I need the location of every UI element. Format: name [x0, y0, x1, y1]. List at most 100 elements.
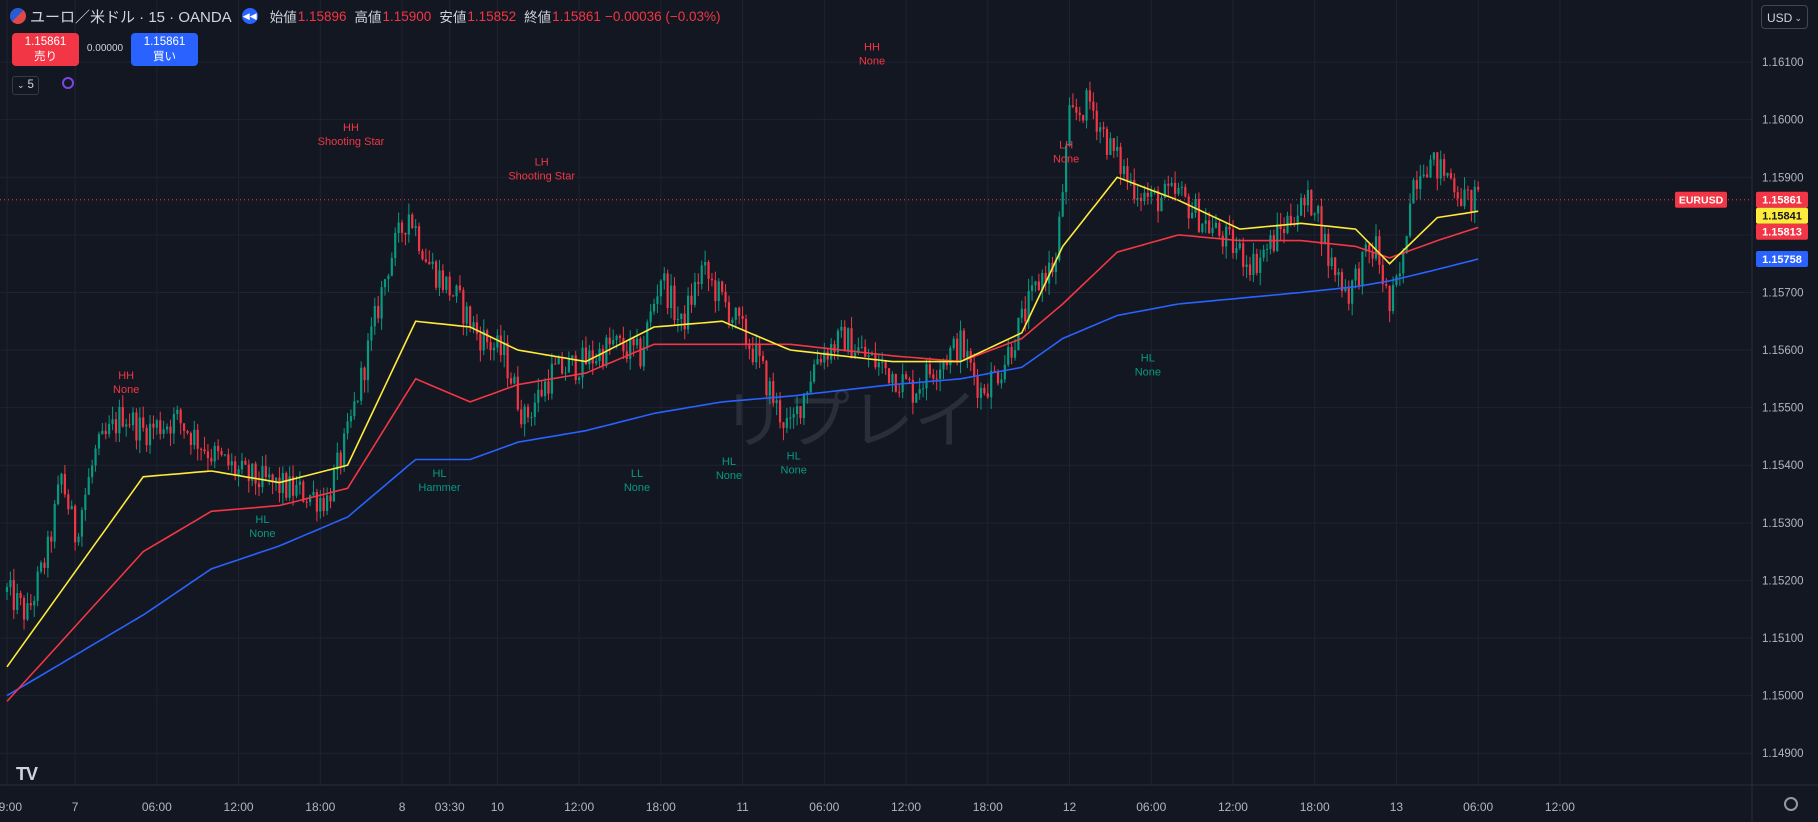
candle-body — [1225, 226, 1228, 247]
candle-body — [652, 303, 656, 312]
candle-body — [1228, 226, 1231, 230]
candle-body — [904, 374, 908, 379]
candle-body — [939, 369, 942, 379]
price-label-value: 1.15841 — [1762, 211, 1802, 223]
low-value: 1.15852 — [467, 8, 517, 24]
candle-body — [295, 484, 298, 496]
candle-body — [1262, 249, 1265, 258]
time-tick-label: 12:00 — [564, 800, 594, 814]
candle-body — [356, 400, 359, 402]
candle-body — [1385, 284, 1388, 286]
candle-body — [1368, 244, 1371, 252]
candle-body — [400, 222, 404, 233]
candle-body — [707, 261, 710, 279]
candle-body — [111, 419, 114, 424]
swing-label-type: HH — [864, 42, 880, 54]
gear-icon[interactable] — [1784, 797, 1798, 811]
time-tick-label: 18:00 — [1300, 800, 1330, 814]
candle-body — [547, 381, 550, 394]
candle-body — [986, 393, 989, 398]
candle-body — [704, 261, 707, 266]
candle-body — [1357, 268, 1361, 287]
candle-body — [1047, 262, 1051, 284]
candle-body — [77, 536, 80, 543]
candle-body — [1347, 287, 1350, 304]
candle-body — [458, 285, 462, 291]
candle-body — [326, 495, 329, 512]
candle-body — [125, 424, 128, 427]
candle-body — [649, 311, 652, 323]
candle-body — [578, 377, 581, 381]
candle-body — [46, 536, 49, 568]
candle-body — [84, 494, 87, 511]
currency-select[interactable]: USD ⌄ — [1761, 5, 1808, 29]
candle-body — [646, 322, 649, 348]
candle-body — [516, 376, 519, 410]
candle-body — [448, 276, 451, 296]
time-tick-label: 03:30 — [435, 800, 465, 814]
candle-body — [911, 380, 914, 403]
candle-body — [1037, 281, 1040, 291]
open-label: 始値 — [269, 10, 297, 25]
candle-body — [1402, 253, 1405, 274]
candle-body — [1177, 187, 1180, 194]
candle-body — [492, 347, 496, 351]
candle-body — [1191, 212, 1194, 219]
candle-body — [1044, 272, 1047, 284]
candle-body — [533, 402, 536, 417]
candle-body — [976, 376, 979, 398]
candle-body — [247, 464, 250, 481]
candle-body — [1388, 285, 1391, 312]
candle-body — [1218, 222, 1221, 236]
candle-body — [996, 371, 1000, 384]
candle-body — [795, 406, 799, 415]
sell-button[interactable]: 1.15861 売り — [12, 33, 79, 66]
candle-body — [101, 430, 104, 435]
candle-body — [724, 291, 727, 303]
tradingview-logo[interactable]: TV — [16, 764, 38, 784]
candle-body — [966, 350, 969, 358]
candle-body — [1398, 273, 1401, 277]
candle-body — [411, 214, 414, 228]
candle-body — [639, 338, 642, 367]
candle-body — [176, 409, 179, 414]
candle-body — [237, 469, 240, 475]
candle-body — [80, 510, 84, 537]
candle-body — [881, 361, 884, 363]
candle-body — [857, 347, 860, 353]
candle-body — [53, 504, 56, 542]
candle-body — [142, 417, 145, 428]
candle-body — [486, 330, 489, 343]
price-tick-label: 1.16100 — [1762, 57, 1804, 69]
candle-body — [182, 423, 186, 431]
indicators-toggle[interactable]: ⌄ 5 — [12, 76, 39, 95]
candle-body — [669, 285, 673, 308]
candle-body — [499, 335, 502, 356]
buy-button[interactable]: 1.15861 買い — [131, 33, 198, 66]
candle-body — [452, 295, 455, 297]
chevron-down-icon: ⌄ — [1794, 13, 1802, 23]
candle-body — [1146, 192, 1149, 197]
candle-body — [1255, 253, 1258, 273]
swing-label-pattern: None — [781, 464, 807, 476]
candle-body — [1310, 189, 1313, 216]
candle-body — [1429, 159, 1432, 178]
candle-body — [1364, 244, 1367, 252]
candle-body — [1405, 236, 1408, 254]
candle-body — [50, 536, 53, 542]
candle-body — [1126, 166, 1129, 181]
candle-body — [973, 362, 976, 377]
replay-icon[interactable]: ◀◀ — [241, 8, 258, 24]
candle-body — [305, 501, 308, 503]
candle-body — [1088, 90, 1092, 102]
candle-body — [734, 307, 737, 320]
candle-body — [465, 306, 468, 324]
candle-body — [921, 388, 925, 390]
candle-body — [33, 600, 36, 606]
ema-mid-line — [6, 226, 1479, 702]
candle-body — [121, 406, 124, 427]
symbol-title[interactable]: ユーロ／米ドル · 15 · OANDA — [30, 8, 232, 26]
candle-body — [727, 302, 731, 323]
candle-body — [353, 401, 356, 417]
